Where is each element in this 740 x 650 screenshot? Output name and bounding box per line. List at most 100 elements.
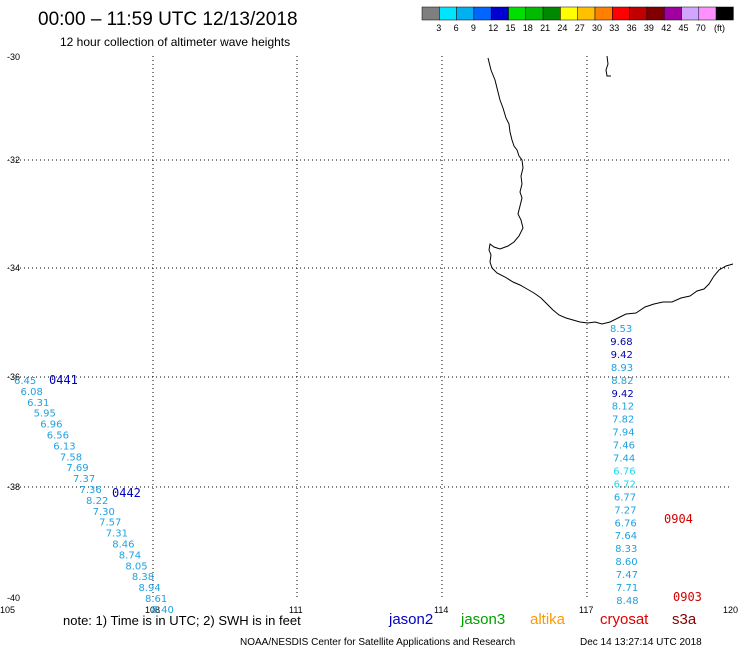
lon-label: 108: [145, 605, 160, 615]
legend-label: 27: [575, 23, 585, 33]
legend-label: 36: [627, 23, 637, 33]
legend-swatch: [542, 6, 561, 21]
legend-label: 15: [506, 23, 516, 33]
time-label: 0442: [112, 486, 141, 500]
swh-value: 8.94: [138, 583, 160, 594]
legend-swatch: [646, 6, 665, 21]
map-subtitle: 12 hour collection of altimeter wave hei…: [60, 35, 290, 49]
swh-value: 6.77: [614, 492, 636, 503]
legend-swatch: [456, 6, 475, 21]
satellite-name-s3a: s3a: [672, 611, 697, 628]
swh-value: 9.68: [610, 337, 632, 348]
satellite-name-jason3: jason3: [460, 611, 505, 628]
swh-value: 8.33: [615, 544, 637, 555]
swh-value: 8.74: [119, 550, 141, 561]
legend-label: 12: [488, 23, 498, 33]
swh-value: 8.48: [616, 596, 638, 607]
swh-value: 8.61: [145, 594, 167, 605]
swh-value: 7.31: [106, 529, 128, 540]
swh-value: 8.53: [610, 324, 632, 335]
credit-text: NOAA/NESDIS Center for Satellite Applica…: [240, 637, 515, 648]
swh-value: 7.82: [612, 415, 634, 426]
swh-value: 7.64: [615, 531, 637, 542]
legend-swatch: [473, 6, 492, 21]
swh-value: 8.82: [611, 376, 633, 387]
legend-swatch: [439, 6, 457, 21]
swh-value: 8.40: [152, 605, 174, 616]
legend-unit-label: (ft): [714, 23, 725, 33]
timestamp-text: Dec 14 13:27:14 UTC 2018: [580, 637, 702, 648]
swh-value: 8.12: [612, 402, 634, 413]
swh-value: 9.42: [612, 389, 634, 400]
time-label: 0904: [664, 512, 693, 526]
lat-label: -30: [7, 52, 20, 62]
swh-value: 6.13: [53, 441, 75, 452]
satellite-name-altika: altika: [530, 611, 566, 628]
swh-value: 9.42: [611, 350, 633, 361]
lon-label: 111: [289, 605, 303, 615]
legend-label: 33: [609, 23, 619, 33]
swh-value: 6.72: [614, 479, 636, 490]
legend-swatch: [663, 6, 682, 21]
swh-value: 6.08: [21, 387, 43, 398]
swh-value: 8.93: [611, 363, 633, 374]
legend-swatch: [629, 6, 648, 21]
lon-label: 105: [0, 605, 15, 615]
satellite-name-cryosat: cryosat: [600, 611, 649, 628]
swh-value: 6.31: [27, 398, 49, 409]
lat-label: -34: [7, 263, 20, 273]
legend-swatch: [715, 6, 734, 21]
legend-swatch: [525, 6, 544, 21]
footer-note: note: 1) Time is in UTC; 2) SWH is in fe…: [63, 613, 301, 628]
satellite-name-jason2: jason2: [388, 611, 433, 628]
swh-value: 7.27: [614, 505, 636, 516]
track-west: 6.456.086.315.956.966.566.137.587.697.37…: [14, 376, 174, 616]
legend-label: 3: [436, 23, 441, 33]
swh-value: 7.47: [616, 570, 638, 581]
legend-swatch: [421, 6, 440, 21]
swh-value: 7.46: [613, 441, 635, 452]
lat-label: -40: [7, 593, 20, 603]
legend-swatch: [681, 6, 700, 21]
grid-lines: [8, 56, 732, 598]
swh-value: 6.96: [40, 420, 62, 431]
time-label: 0441: [49, 373, 78, 387]
lon-label: 114: [434, 605, 448, 615]
swh-value: 8.22: [86, 496, 108, 507]
color-legend-labels: 3 6 9 12 15 18 21 24 27 30 33 36 39 42 45 70: [436, 23, 706, 33]
satellite-legend: jason2 jason3 altika cryosat s3a: [388, 611, 697, 628]
legend-swatch: [594, 6, 613, 21]
legend-label: 30: [592, 23, 602, 33]
swh-value: 7.30: [93, 507, 115, 518]
legend-swatch: [577, 6, 596, 21]
legend-label: 45: [679, 23, 689, 33]
swh-value: 6.76: [615, 518, 637, 529]
legend-label: 21: [540, 23, 550, 33]
lon-label: 120: [723, 605, 738, 615]
swh-value: 8.46: [112, 540, 134, 551]
map-title: 00:00 – 11:59 UTC 12/13/2018: [38, 9, 298, 30]
swh-value: 6.56: [47, 431, 69, 442]
swh-value: 7.36: [80, 485, 102, 496]
swh-value: 6.45: [14, 376, 36, 387]
legend-label: 70: [696, 23, 706, 33]
swh-value: 7.44: [613, 454, 635, 465]
swh-value: 5.95: [34, 409, 56, 420]
swh-value: 7.71: [616, 583, 638, 594]
lat-label: -32: [7, 155, 20, 165]
legend-swatch: [560, 6, 578, 21]
legend-label: 39: [644, 23, 654, 33]
track-east: 8.53 9.68 9.42 8.93 8.82 9.42 8.12 7.82 7.94 7.46…: [610, 324, 639, 607]
coastline: [487, 57, 734, 325]
swh-value: 7.94: [612, 428, 634, 439]
time-label: 0903: [673, 590, 702, 604]
color-legend: [421, 6, 734, 21]
legend-swatch: [698, 6, 717, 21]
legend-label: 24: [557, 23, 567, 33]
legend-label: 6: [454, 23, 459, 33]
legend-swatch: [508, 6, 527, 21]
coastline-islet: [605, 55, 611, 77]
swh-value: 7.37: [73, 474, 95, 485]
legend-swatch: [612, 6, 630, 21]
